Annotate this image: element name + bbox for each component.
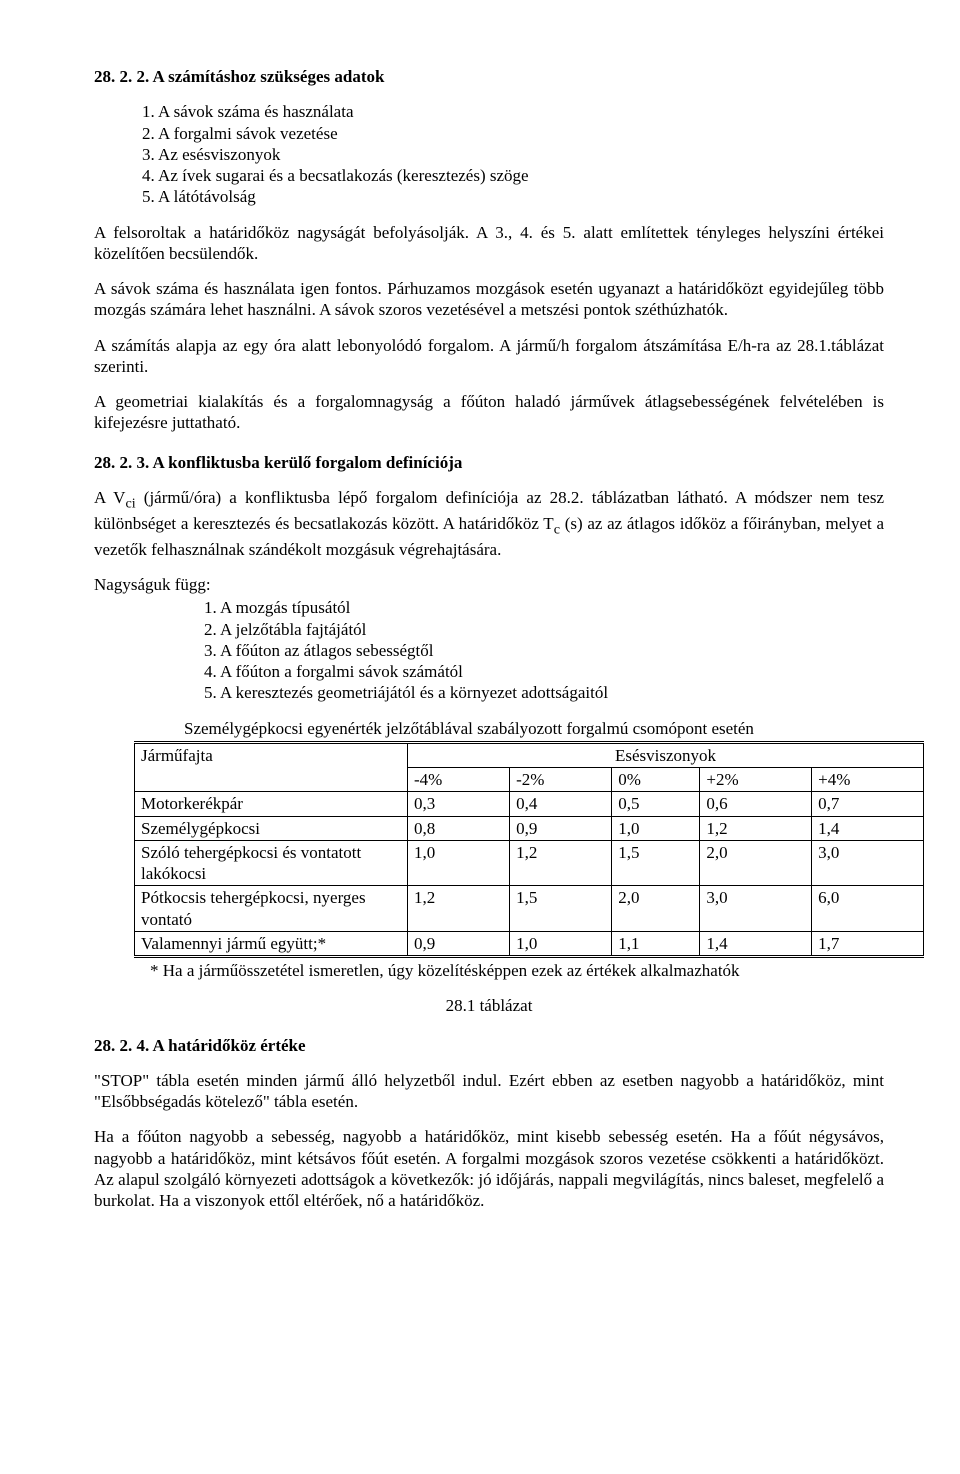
heading-28-2-3: 28. 2. 3. A konfliktusba kerülő forgalom… bbox=[94, 452, 884, 473]
paragraph: A geometriai kialakítás és a forgalomnag… bbox=[94, 391, 884, 434]
col-header-conditions: Esésviszonyok bbox=[408, 742, 924, 767]
cell: 1,5 bbox=[612, 840, 700, 886]
equivalence-table: Járműfajta Esésviszonyok -4% -2% 0% +2% … bbox=[134, 741, 924, 958]
cell: 1,0 bbox=[408, 840, 510, 886]
cell: 1,7 bbox=[812, 931, 924, 956]
depends-list: 1. A mozgás típusától 2. A jelzőtábla fa… bbox=[204, 597, 884, 703]
cell: 1,1 bbox=[612, 931, 700, 956]
cell: 1,4 bbox=[700, 931, 812, 956]
grade-header: +4% bbox=[812, 768, 924, 792]
cell: 0,5 bbox=[612, 792, 700, 816]
cell: 1,2 bbox=[510, 840, 612, 886]
paragraph: A számítás alapja az egy óra alatt lebon… bbox=[94, 335, 884, 378]
cell: 1,0 bbox=[510, 931, 612, 956]
list-item: 5. A keresztezés geometriájától és a kör… bbox=[204, 682, 884, 703]
row-label: Szóló tehergépkocsi és vontatott lakókoc… bbox=[135, 840, 408, 886]
heading-28-2-2: 28. 2. 2. A számításhoz szükséges adatok bbox=[94, 66, 884, 87]
table-caption: Személygépkocsi egyenérték jelzőtáblával… bbox=[134, 718, 960, 739]
grade-header: -2% bbox=[510, 768, 612, 792]
cell: 3,0 bbox=[700, 886, 812, 932]
paragraph: A felsoroltak a határidőköz nagyságát be… bbox=[94, 222, 884, 265]
paragraph: Ha a főúton nagyobb a sebesség, nagyobb … bbox=[94, 1126, 884, 1211]
cell: 0,6 bbox=[700, 792, 812, 816]
table-footnote: * Ha a járműösszetétel ismeretlen, úgy k… bbox=[150, 960, 884, 981]
grade-header: +2% bbox=[700, 768, 812, 792]
cell: 3,0 bbox=[812, 840, 924, 886]
cell: 1,4 bbox=[812, 816, 924, 840]
required-data-list: 1. A sávok száma és használata 2. A forg… bbox=[142, 101, 884, 207]
cell: 1,0 bbox=[612, 816, 700, 840]
list-item: 1. A sávok száma és használata bbox=[142, 101, 884, 122]
row-label: Valamennyi jármű együtt;* bbox=[135, 931, 408, 956]
cell: 0,9 bbox=[510, 816, 612, 840]
grade-header: -4% bbox=[408, 768, 510, 792]
text: A V bbox=[94, 488, 125, 507]
cell: 2,0 bbox=[612, 886, 700, 932]
cell: 0,4 bbox=[510, 792, 612, 816]
list-item: 5. A látótávolság bbox=[142, 186, 884, 207]
row-label: Pótkocsis tehergépkocsi, nyerges vontató bbox=[135, 886, 408, 932]
paragraph: A Vci (jármű/óra) a konfliktusba lépő fo… bbox=[94, 487, 884, 560]
heading-28-2-4: 28. 2. 4. A határidőköz értéke bbox=[94, 1035, 884, 1056]
subscript: ci bbox=[125, 495, 135, 511]
grade-header: 0% bbox=[612, 768, 700, 792]
list-item: 4. Az ívek sugarai és a becsatlakozás (k… bbox=[142, 165, 884, 186]
cell: 1,2 bbox=[408, 886, 510, 932]
list-item: 4. A főúton a forgalmi sávok számától bbox=[204, 661, 884, 682]
paragraph: A sávok száma és használata igen fontos.… bbox=[94, 278, 884, 321]
list-item: 1. A mozgás típusától bbox=[204, 597, 884, 618]
paragraph: "STOP" tábla esetén minden jármű álló he… bbox=[94, 1070, 884, 1113]
cell: 6,0 bbox=[812, 886, 924, 932]
table-reference: 28.1 táblázat bbox=[94, 995, 884, 1016]
cell: 1,2 bbox=[700, 816, 812, 840]
cell: 0,7 bbox=[812, 792, 924, 816]
cell: 0,3 bbox=[408, 792, 510, 816]
col-header-vehicle: Járműfajta bbox=[135, 742, 408, 792]
cell: 1,5 bbox=[510, 886, 612, 932]
row-label: Személygépkocsi bbox=[135, 816, 408, 840]
cell: 2,0 bbox=[700, 840, 812, 886]
cell: 0,9 bbox=[408, 931, 510, 956]
list-item: 2. A jelzőtábla fajtájától bbox=[204, 619, 884, 640]
list-item: 2. A forgalmi sávok vezetése bbox=[142, 123, 884, 144]
list-item: 3. Az esésviszonyok bbox=[142, 144, 884, 165]
depends-label: Nagyságuk függ: bbox=[94, 574, 884, 595]
list-item: 3. A főúton az átlagos sebességtől bbox=[204, 640, 884, 661]
cell: 0,8 bbox=[408, 816, 510, 840]
row-label: Motorkerékpár bbox=[135, 792, 408, 816]
